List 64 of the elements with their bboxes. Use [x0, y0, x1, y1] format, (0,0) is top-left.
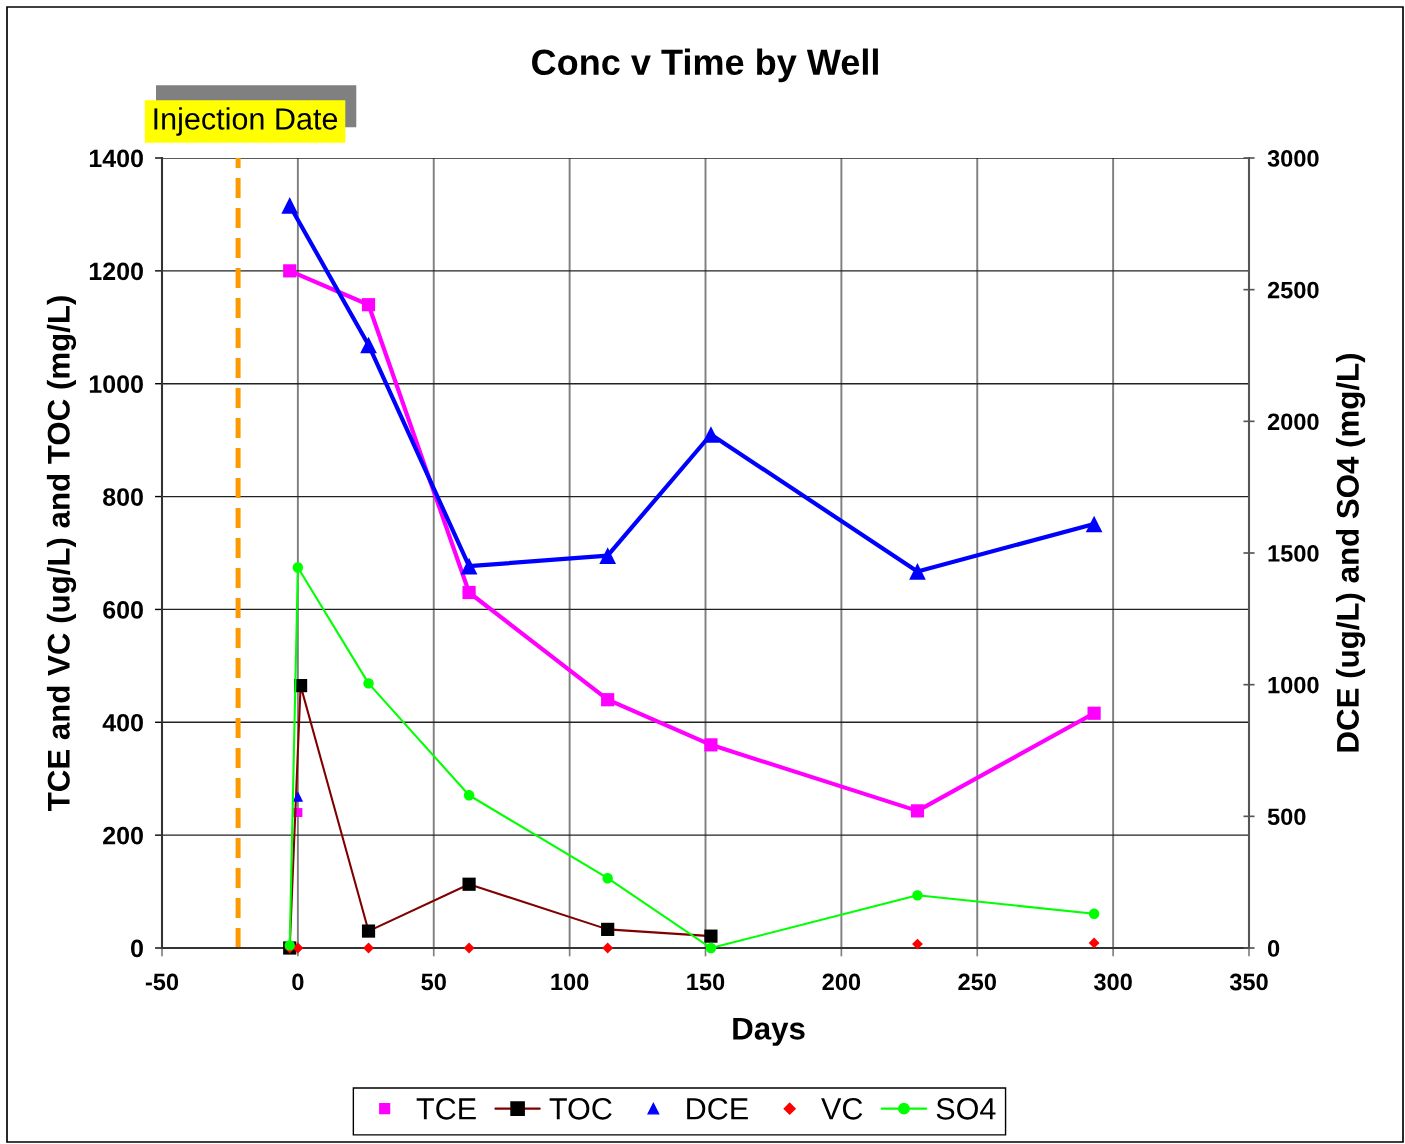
x-tick-label: -50 [145, 973, 179, 991]
y-tick-label: 1200 [89, 262, 143, 281]
y-tick-label: 200 [103, 826, 143, 845]
point [460, 557, 478, 575]
point [1087, 706, 1101, 720]
y2-tick-label: 3000 [1267, 150, 1319, 167]
point [704, 738, 718, 752]
point [602, 942, 614, 954]
y-tick-label: 800 [103, 488, 143, 506]
point [705, 942, 717, 954]
x-tick-label: 100 [551, 973, 589, 991]
point [909, 563, 926, 580]
point [281, 197, 299, 214]
point [601, 922, 615, 936]
point [292, 942, 304, 954]
point [463, 790, 475, 801]
chart-title: Conc v Time by Well [532, 48, 878, 83]
y2-tick-label: 2500 [1267, 281, 1319, 299]
legend-label: TOC [549, 1098, 612, 1120]
legend-label: VC [821, 1098, 863, 1120]
y-tick-label: 1000 [89, 375, 143, 394]
point [601, 693, 615, 707]
point [360, 336, 377, 354]
point [1088, 937, 1100, 949]
point [361, 924, 376, 938]
y2-axis-title: DCE (ug/L) and SO4 (mg/L) [1335, 354, 1366, 752]
y-tick-label: 600 [103, 601, 143, 619]
point [292, 562, 304, 573]
y-tick-label: 0 [131, 939, 143, 958]
point [602, 873, 613, 884]
point [463, 942, 475, 954]
point [910, 804, 925, 818]
y2-tick-label: 1000 [1268, 676, 1319, 694]
point [462, 585, 476, 600]
y2-tick-label: 1500 [1268, 545, 1319, 562]
point [599, 547, 616, 564]
y-tick-label: 1400 [89, 149, 143, 168]
point [363, 678, 374, 689]
legend-label: SO4 [936, 1098, 996, 1120]
y-axis-title: TCE and VC (ug/L) and TOC (mg/L) [46, 296, 77, 812]
point [1085, 515, 1103, 533]
y-tick-label: 400 [102, 713, 143, 732]
ref-line-label: Injection Date [154, 107, 338, 136]
point [912, 890, 923, 901]
legend-label: TCE [416, 1098, 476, 1120]
legend-label: DCE [687, 1098, 748, 1120]
point [702, 426, 720, 443]
x-tick-label: 0 [292, 973, 304, 991]
x-tick-label: 150 [687, 973, 725, 991]
y2-tick-label: 2000 [1267, 413, 1319, 431]
x-tick-label: 200 [822, 973, 861, 991]
x-tick-label: 50 [421, 973, 446, 991]
y2-tick-label: 500 [1267, 808, 1306, 826]
x-tick-label: 250 [958, 973, 996, 991]
y2-tick-label: 0 [1267, 940, 1280, 957]
point [292, 791, 304, 802]
point [1088, 908, 1100, 919]
point [704, 929, 718, 943]
x-tick-label: 300 [1093, 973, 1132, 991]
point [283, 264, 297, 278]
x-tick-label: 350 [1229, 973, 1268, 991]
point [462, 877, 476, 891]
point [361, 298, 376, 312]
x-axis-title: Days [733, 1017, 805, 1046]
